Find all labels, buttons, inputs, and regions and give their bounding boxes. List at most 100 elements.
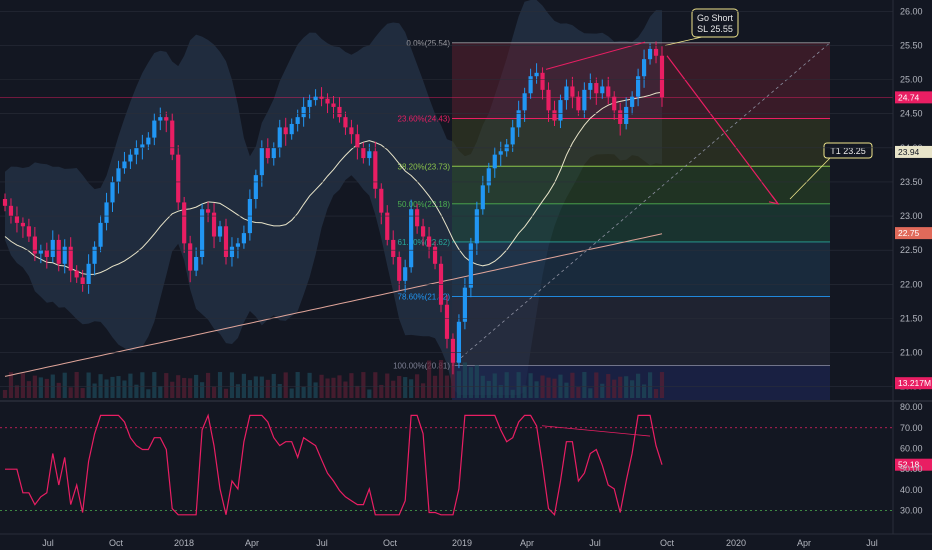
volume-bar bbox=[110, 376, 115, 398]
candle-body bbox=[146, 137, 151, 145]
candle-body bbox=[630, 96, 635, 107]
candle-body bbox=[289, 123, 294, 135]
rsi-axis[interactable]: 80.00 70.00 60.00 50.00 40.00 30.00 bbox=[900, 402, 923, 516]
candlesticks bbox=[2, 41, 665, 375]
candle-body bbox=[516, 110, 521, 128]
candle-body bbox=[480, 185, 485, 210]
candle-body bbox=[14, 216, 20, 223]
candle-body bbox=[38, 250, 43, 254]
candle-body bbox=[361, 147, 366, 159]
volume-bar bbox=[128, 373, 133, 398]
volume-bar bbox=[528, 373, 533, 398]
fibonacci-retracement[interactable]: 0.0%(25.54) 23.60%(24.43) 38.20%(23.73) 50.… bbox=[0, 39, 893, 400]
candle-body bbox=[528, 76, 533, 94]
volume-bar bbox=[259, 376, 264, 398]
fib-zone-1 bbox=[452, 118, 830, 167]
fib-label-0: 0.0%(25.54) bbox=[406, 39, 450, 48]
candle-body bbox=[426, 236, 432, 247]
target1-callout[interactable]: T1 23.25 bbox=[823, 142, 873, 159]
candle-body bbox=[2, 199, 8, 206]
volume-bar bbox=[415, 374, 420, 398]
volume-bar bbox=[134, 384, 139, 398]
candle-body bbox=[331, 103, 336, 107]
volume-bar bbox=[630, 380, 635, 398]
candle-body bbox=[391, 239, 396, 257]
price-tag-ma_slow: 22.75 bbox=[895, 227, 932, 240]
candle-body bbox=[319, 96, 324, 99]
volume-bar bbox=[188, 378, 193, 398]
rsi-tick-2: 60.00 bbox=[900, 444, 923, 454]
candle-body bbox=[8, 205, 14, 217]
go-short-callout[interactable]: Go Short SL 25.55 bbox=[691, 8, 739, 38]
candle-body bbox=[194, 256, 199, 271]
candle-body bbox=[498, 151, 503, 155]
ma-fast-line bbox=[4, 91, 663, 276]
time-tick-7: Apr bbox=[520, 538, 534, 548]
volume-bar bbox=[158, 386, 163, 398]
volume-bar bbox=[68, 387, 73, 398]
volume-bar bbox=[409, 379, 414, 398]
price-tag-bg bbox=[895, 91, 932, 104]
rsi-current-tag: 52.18 bbox=[895, 458, 932, 471]
volume-bar bbox=[44, 378, 49, 398]
volume-bar bbox=[343, 381, 348, 398]
candle-body bbox=[385, 212, 390, 240]
volume-bar bbox=[570, 372, 575, 398]
volume-bars bbox=[2, 360, 665, 398]
volume-bar bbox=[397, 375, 402, 398]
time-axis[interactable]: Jul Oct 2018 Apr Jul Oct 2019 Apr Jul Oct 2020 Apr J… bbox=[42, 538, 878, 548]
trade-drawings[interactable] bbox=[545, 36, 831, 205]
candle-body bbox=[570, 86, 575, 97]
candle-body bbox=[211, 212, 217, 237]
time-tick-11: Apr bbox=[797, 538, 811, 548]
price-tag-bg bbox=[895, 377, 932, 390]
volume-bar bbox=[647, 372, 653, 398]
candle-body bbox=[403, 267, 408, 281]
fib-label-3: 50.00%(23.18) bbox=[398, 200, 451, 209]
candle-body bbox=[104, 202, 109, 223]
candle-body bbox=[62, 246, 67, 264]
volume-bar bbox=[522, 385, 527, 398]
price-tick-3: 24.50 bbox=[900, 109, 923, 119]
divergence-line-rsi bbox=[541, 425, 651, 437]
volume-bar bbox=[600, 383, 605, 398]
candle-body bbox=[271, 147, 276, 159]
fib-label-6: 100.00%(20.81) bbox=[393, 361, 450, 370]
candle-body bbox=[462, 287, 467, 322]
volume-bar bbox=[594, 372, 599, 398]
candle-body bbox=[612, 96, 617, 111]
candle-body bbox=[44, 250, 49, 257]
candle-body bbox=[80, 277, 85, 285]
volume-bar bbox=[588, 388, 593, 398]
price-tick-9: 21.50 bbox=[900, 313, 923, 323]
volume-bar bbox=[450, 360, 456, 398]
candle-body bbox=[432, 246, 438, 264]
volume-bar bbox=[20, 373, 26, 398]
volume-bar bbox=[271, 373, 276, 398]
volume-bar bbox=[636, 373, 641, 398]
candle-body bbox=[397, 256, 402, 281]
candle-body bbox=[188, 243, 193, 271]
price-tick-6: 23.00 bbox=[900, 211, 923, 221]
target1-pointer bbox=[789, 157, 831, 200]
price-axis[interactable]: 26.0025.5025.0024.5024.0023.5023.0022.50… bbox=[0, 6, 923, 392]
fib-zone-base bbox=[452, 365, 830, 400]
candle-body bbox=[325, 98, 330, 104]
rsi-tick-5: 30.00 bbox=[900, 506, 923, 516]
candle-body bbox=[86, 263, 91, 285]
rsi-pane[interactable]: 52.18 bbox=[0, 413, 932, 517]
go-short-line1: Go Short bbox=[697, 13, 734, 23]
volume-bar bbox=[223, 388, 229, 398]
price-tag-ma_fast: 23.94 bbox=[895, 145, 932, 158]
candle-body bbox=[74, 270, 79, 278]
candle-body bbox=[540, 72, 545, 90]
volume-bar bbox=[247, 380, 252, 398]
volume-bar bbox=[98, 374, 103, 398]
volume-bar bbox=[217, 372, 223, 398]
candle-body bbox=[116, 168, 121, 182]
fib-label-1: 23.60%(24.43) bbox=[398, 115, 451, 124]
volume-bar bbox=[492, 373, 497, 398]
volume-bar bbox=[253, 376, 258, 398]
volume-bar bbox=[426, 360, 432, 398]
